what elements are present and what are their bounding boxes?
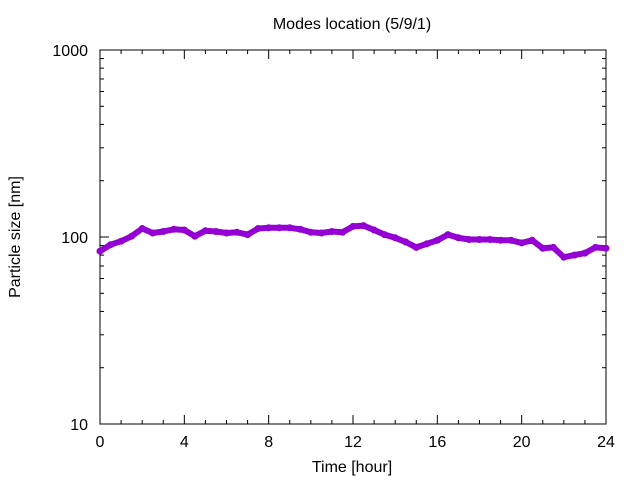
data-point	[286, 224, 294, 232]
data-point	[317, 229, 325, 237]
data-point	[486, 236, 494, 243]
data-point	[370, 226, 378, 234]
data-point	[138, 225, 146, 232]
data-point	[201, 227, 209, 235]
data-point	[128, 232, 136, 240]
x-tick-label: 0	[96, 434, 105, 451]
data-series	[96, 222, 610, 261]
x-tick-label: 20	[513, 434, 531, 451]
x-axis-label: Time [hour]	[312, 459, 392, 476]
data-point	[107, 241, 114, 249]
y-tick-labels: 10 100 1000	[52, 43, 88, 434]
chart-title: Modes location (5/9/1)	[273, 16, 431, 33]
y-tick-label: 1000	[52, 43, 88, 60]
data-point	[191, 232, 199, 240]
data-point	[170, 225, 178, 233]
data-point	[307, 228, 315, 236]
data-point	[117, 237, 125, 245]
data-point	[265, 224, 273, 232]
data-point	[339, 228, 346, 236]
data-point	[96, 247, 104, 255]
y-axis-label: Particle size [nm]	[7, 176, 24, 298]
data-point	[539, 244, 547, 252]
x-tick-label: 24	[597, 434, 615, 451]
data-point	[549, 243, 557, 251]
x-tick-label: 4	[180, 434, 189, 451]
plot-frame	[99, 49, 607, 425]
data-point	[233, 228, 241, 236]
data-point	[581, 249, 589, 257]
data-point	[560, 253, 568, 261]
data-point	[254, 225, 262, 232]
data-point	[328, 228, 336, 235]
x-tick-labels: 0 4 8 12 16 20 24	[96, 434, 615, 451]
data-point	[275, 224, 283, 232]
data-point	[212, 228, 220, 235]
data-point	[592, 243, 599, 251]
data-point	[465, 236, 473, 243]
x-tick-label: 12	[344, 434, 362, 451]
axis-ticks	[99, 49, 607, 425]
data-point	[454, 234, 462, 242]
data-point	[223, 229, 230, 237]
data-point	[296, 225, 304, 233]
data-point	[570, 251, 578, 259]
data-point	[360, 222, 367, 230]
data-point	[412, 243, 420, 251]
data-point	[402, 238, 410, 246]
data-point	[149, 229, 157, 237]
data-point	[497, 236, 505, 244]
x-tick-label: 16	[428, 434, 446, 451]
data-point	[507, 236, 515, 244]
data-point	[349, 222, 357, 230]
data-point	[433, 236, 441, 244]
data-point	[444, 231, 452, 239]
data-point	[180, 226, 188, 234]
data-point	[159, 228, 167, 235]
data-point	[528, 236, 536, 244]
data-point	[391, 234, 399, 242]
data-point	[423, 240, 431, 248]
y-tick-label: 10	[70, 417, 88, 434]
data-point	[381, 231, 389, 239]
data-point	[244, 231, 252, 239]
data-point	[602, 244, 610, 252]
data-point	[476, 236, 483, 243]
x-tick-label: 8	[264, 434, 273, 451]
data-point	[518, 239, 526, 247]
y-tick-label: 100	[61, 230, 88, 247]
